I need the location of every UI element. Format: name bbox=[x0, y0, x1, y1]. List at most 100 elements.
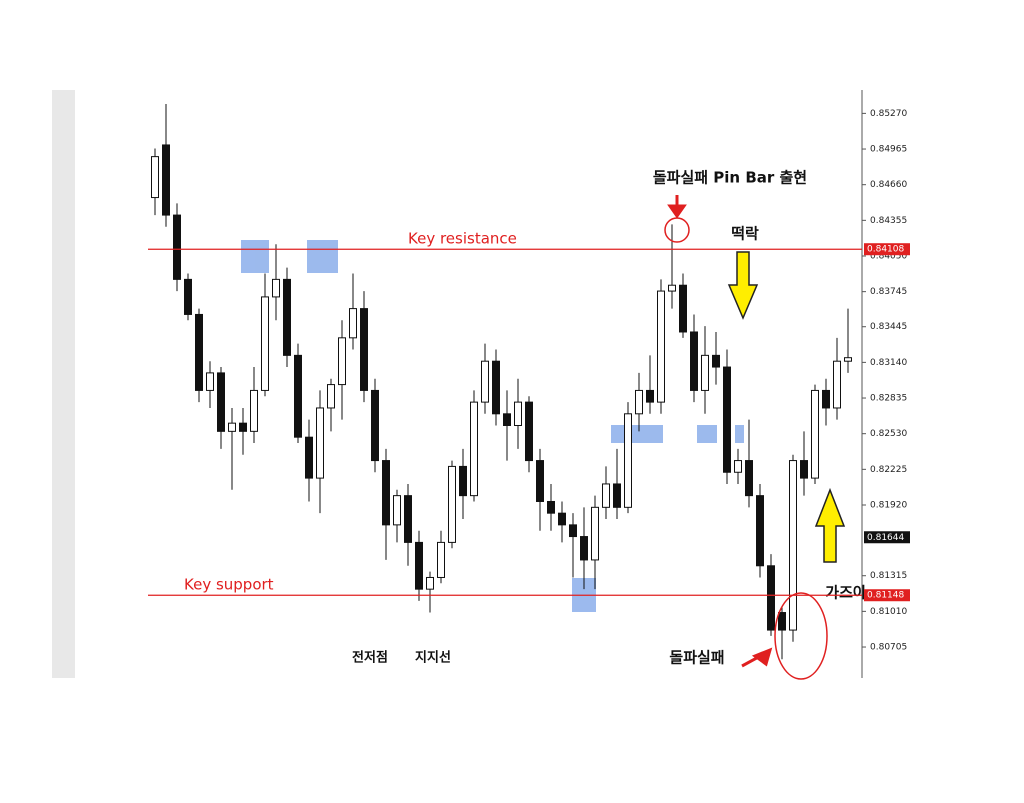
current-price-marker bbox=[864, 531, 910, 544]
candle-body bbox=[327, 384, 335, 409]
candle-body bbox=[756, 495, 764, 567]
y-tick-label: 0.81010 bbox=[870, 607, 907, 617]
candle-body bbox=[558, 512, 566, 526]
candle-body bbox=[162, 144, 170, 216]
candle-body bbox=[239, 422, 247, 432]
candle-body bbox=[195, 313, 203, 391]
candle-body bbox=[679, 284, 687, 333]
y-tick-label: 0.84660 bbox=[870, 180, 907, 190]
support-circle bbox=[774, 592, 828, 680]
candle-body bbox=[503, 413, 511, 426]
candle-body bbox=[635, 389, 643, 415]
candle-body bbox=[360, 308, 368, 391]
level-name: Key resistance bbox=[408, 230, 517, 248]
candle-body bbox=[338, 337, 346, 386]
candle-body bbox=[602, 483, 610, 508]
annotation: 지지선 bbox=[415, 650, 451, 666]
candle-body bbox=[613, 483, 621, 508]
candle-body bbox=[646, 389, 654, 403]
candle-body bbox=[382, 460, 390, 526]
annotation: 돌파실패 Pin Bar 출현 bbox=[653, 169, 807, 187]
candle-body bbox=[415, 541, 423, 590]
candle-body bbox=[217, 372, 225, 432]
candle-body bbox=[393, 495, 401, 526]
candle-body bbox=[470, 401, 478, 497]
candle-body bbox=[712, 354, 720, 368]
candle-body bbox=[811, 389, 819, 479]
candle-body bbox=[228, 422, 236, 432]
level-name: Key support bbox=[184, 576, 274, 594]
candle-body bbox=[822, 389, 830, 409]
candle-body bbox=[437, 541, 445, 578]
candle-body bbox=[547, 500, 555, 514]
current-price-label: 0.81644 bbox=[867, 533, 904, 543]
candle-body bbox=[173, 214, 181, 280]
candle-body bbox=[316, 407, 324, 479]
y-tick-label: 0.83140 bbox=[870, 358, 907, 368]
y-tick-label: 0.80705 bbox=[870, 643, 907, 653]
candle-body bbox=[184, 278, 192, 315]
side-strip bbox=[52, 90, 75, 678]
y-tick-label: 0.83745 bbox=[870, 287, 907, 297]
candle-body bbox=[294, 354, 302, 438]
price-marker-label: 0.81148 bbox=[867, 591, 904, 601]
candle-body bbox=[283, 278, 291, 356]
candle-body bbox=[206, 372, 214, 391]
annotation: 가즈아 bbox=[825, 584, 867, 602]
candle-body bbox=[778, 612, 786, 631]
candle-body bbox=[250, 389, 258, 432]
candle-body bbox=[701, 354, 709, 391]
candle-body bbox=[569, 524, 577, 538]
candle-body bbox=[448, 465, 456, 543]
candle-body bbox=[668, 284, 676, 292]
y-tick-label: 0.84965 bbox=[870, 145, 907, 155]
annotation: 전저점 bbox=[352, 650, 388, 666]
candle-body bbox=[305, 436, 313, 479]
candle-body bbox=[745, 460, 753, 497]
candle-body bbox=[591, 506, 599, 561]
y-tick-label: 0.82225 bbox=[870, 465, 907, 475]
annotation: 돌파실패 bbox=[669, 649, 724, 667]
candle-body bbox=[525, 401, 533, 462]
y-tick-label: 0.81315 bbox=[870, 571, 907, 581]
red-arrow bbox=[667, 195, 687, 219]
candle-body bbox=[459, 465, 467, 497]
candle-body bbox=[690, 331, 698, 391]
candle-body bbox=[723, 366, 731, 473]
y-tick-label: 0.81920 bbox=[870, 500, 907, 510]
candle-body bbox=[833, 360, 841, 409]
candle-body bbox=[349, 308, 357, 339]
up-arrow bbox=[814, 487, 846, 563]
candle-body bbox=[492, 360, 500, 415]
candle-body bbox=[657, 290, 665, 403]
candle-body bbox=[800, 460, 808, 479]
y-tick-label: 0.84050 bbox=[870, 251, 907, 261]
candle-body bbox=[261, 296, 269, 391]
y-tick-label: 0.84355 bbox=[870, 216, 907, 226]
candle-body bbox=[844, 357, 852, 362]
price-marker-label: 0.84108 bbox=[867, 245, 904, 255]
candle-body bbox=[426, 576, 434, 590]
candle-body bbox=[624, 413, 632, 508]
candles bbox=[151, 104, 852, 660]
y-tick-label: 0.82835 bbox=[870, 394, 907, 404]
candle-body bbox=[514, 401, 522, 426]
y-tick-label: 0.85270 bbox=[870, 109, 907, 119]
candle-body bbox=[481, 360, 489, 403]
candle-body bbox=[404, 495, 412, 543]
candle-body bbox=[272, 278, 280, 298]
candle-body bbox=[371, 389, 379, 462]
candle-body bbox=[789, 460, 797, 631]
price-marker bbox=[864, 243, 910, 256]
red-arrow bbox=[741, 647, 773, 668]
y-tick-label: 0.82530 bbox=[870, 429, 907, 439]
annotation: 떡락 bbox=[731, 225, 759, 243]
candle-body bbox=[536, 460, 544, 502]
candle-body bbox=[151, 156, 159, 199]
price-marker bbox=[864, 589, 910, 602]
candle-body bbox=[734, 460, 742, 473]
down-arrow bbox=[727, 251, 759, 320]
y-tick-label: 0.83445 bbox=[870, 322, 907, 332]
candle-body bbox=[767, 565, 775, 631]
